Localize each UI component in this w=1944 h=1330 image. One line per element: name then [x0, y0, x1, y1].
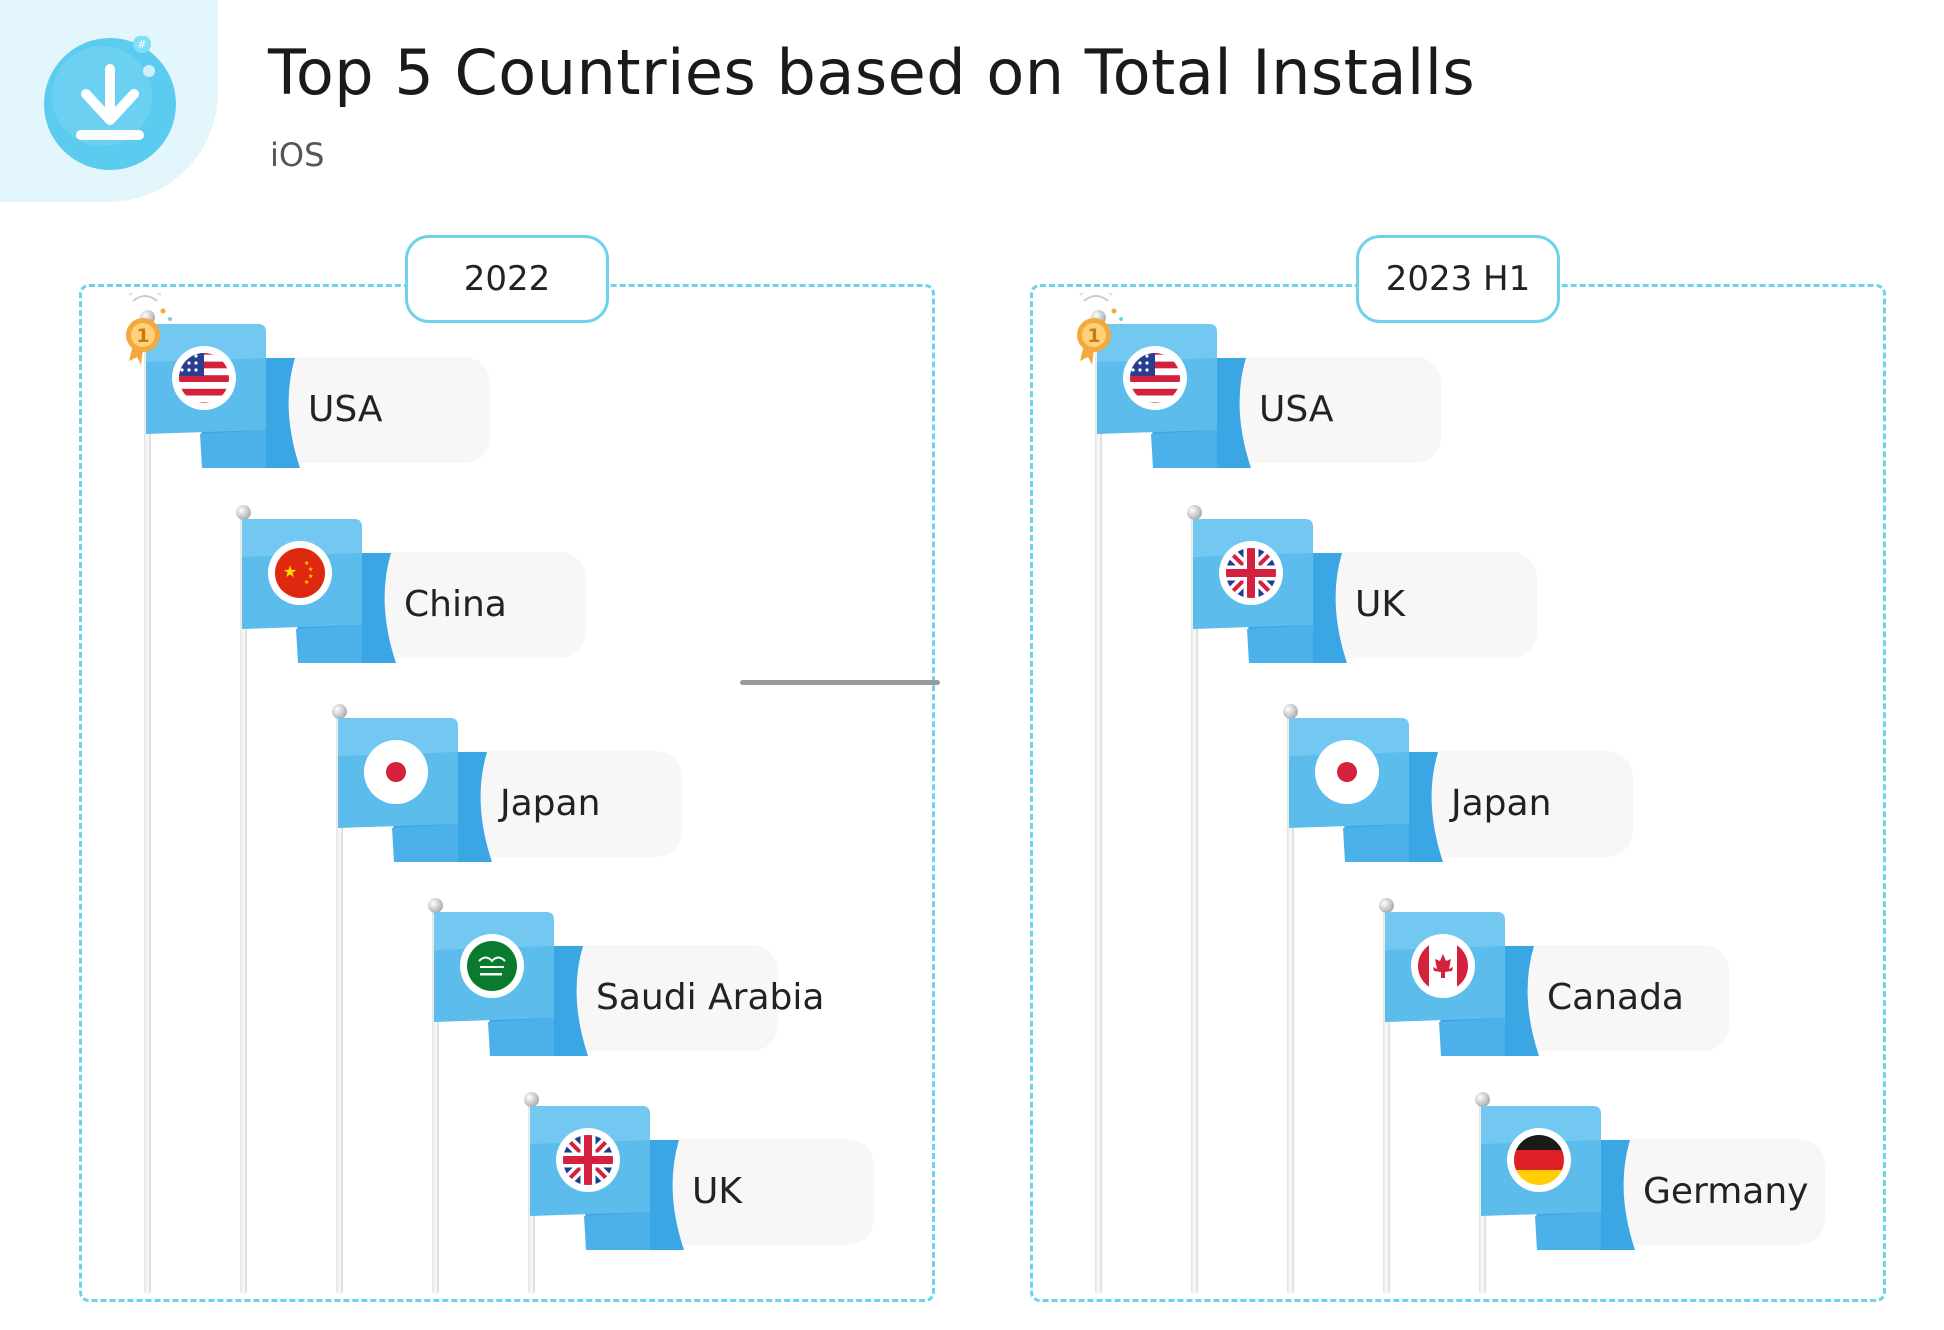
svg-text:1: 1 [136, 325, 149, 347]
flag-pole [1191, 517, 1198, 1294]
japan-flag-icon [364, 740, 428, 804]
pole-knob [1379, 898, 1394, 913]
pole-knob [236, 505, 251, 520]
first-place-medal-icon: 1 [126, 293, 172, 365]
svg-text:#: # [137, 38, 146, 51]
pole-knob [524, 1092, 539, 1107]
country-name: Germany [1643, 1171, 1809, 1212]
first-place-medal-icon: 1 [1077, 293, 1123, 365]
download-icon: # [44, 36, 176, 170]
flag-pole [1287, 716, 1294, 1294]
flag-pole [336, 716, 343, 1294]
flag-pole [240, 517, 247, 1294]
ranking-item: UK [1187, 505, 1547, 1294]
usa-flag-icon [1123, 346, 1187, 410]
usa-flag-icon [172, 346, 236, 410]
ranking-item: Saudi Arabia [428, 898, 824, 1294]
flag-pole [432, 910, 439, 1294]
pole-knob [1187, 505, 1202, 520]
svg-text:★: ★ [308, 573, 313, 580]
ranking-item: Canada [1379, 898, 1739, 1294]
flag-banner [1385, 912, 1539, 1056]
ranking-item: Japan [332, 704, 692, 1294]
country-name: Japan [500, 783, 601, 824]
page-title: Top 5 Countries based on Total Installs [268, 36, 1476, 109]
year-label-2022: 2022 [405, 235, 609, 323]
ranking-item: Japan [1283, 704, 1643, 1294]
canada-flag-icon [1411, 934, 1475, 998]
svg-text:★: ★ [304, 579, 309, 586]
country-name: USA [308, 389, 383, 430]
saudi-arabia-flag-icon [460, 934, 524, 998]
ranking-item: 1 USA [126, 293, 500, 1294]
ranking-item: 1 USA [1077, 293, 1451, 1294]
uk-flag-icon [1219, 541, 1283, 605]
year-label-2023-h1: 2023 H1 [1356, 235, 1560, 323]
flag-pole [1383, 910, 1390, 1294]
country-name: UK [692, 1171, 742, 1212]
country-name: China [404, 584, 507, 625]
country-name: Japan [1451, 783, 1552, 824]
china-flag-icon: ★ ★ ★ ★ ★ [268, 541, 332, 605]
svg-text:★: ★ [283, 562, 297, 581]
germany-flag-icon [1507, 1128, 1571, 1192]
divider-line [740, 680, 940, 685]
flag-pole [1095, 322, 1102, 1294]
uk-flag-icon [556, 1128, 620, 1192]
pole-knob [332, 704, 347, 719]
country-name: UK [1355, 584, 1405, 625]
country-name: Saudi Arabia [596, 977, 825, 1018]
country-name: USA [1259, 389, 1334, 430]
pole-knob [1475, 1092, 1490, 1107]
japan-flag-icon [1315, 740, 1379, 804]
country-name: Canada [1547, 977, 1684, 1018]
ranking-item: ★ ★ ★ ★ ★ China [236, 505, 596, 1294]
flag-pole [144, 322, 151, 1294]
ranking-item: Germany [1475, 1092, 1835, 1330]
pole-knob [428, 898, 443, 913]
svg-text:1: 1 [1087, 325, 1100, 347]
svg-text:★: ★ [308, 566, 313, 573]
pole-knob [1283, 704, 1298, 719]
platform-subtitle: iOS [270, 136, 325, 174]
svg-text:★: ★ [304, 560, 309, 567]
ranking-item: UK [524, 1092, 884, 1330]
